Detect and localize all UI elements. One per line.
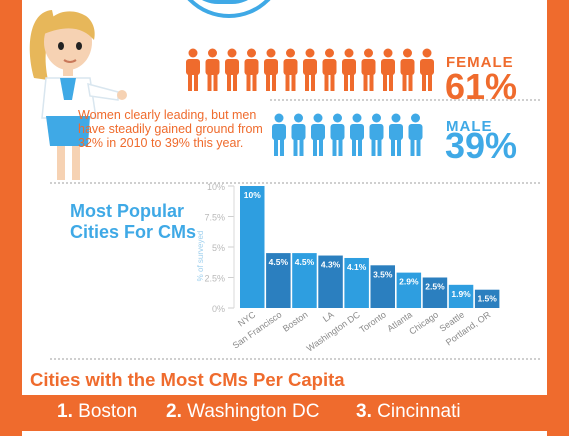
per-capita-title: Cities with the Most CMs Per Capita: [30, 369, 345, 390]
bar-data-label: 4.5%: [295, 257, 315, 267]
male-person-icon: [311, 113, 325, 156]
female-person-icon: [225, 48, 239, 91]
x-tick-label: Chicago: [407, 309, 440, 336]
x-tick-label: San Francisco: [231, 309, 284, 350]
female-person-icon: [283, 48, 298, 91]
female-people-icons: [185, 48, 440, 92]
bar: [318, 255, 343, 308]
female-person-icon: [303, 48, 317, 91]
bar-data-label: 10%: [244, 190, 261, 200]
female-person-icon: [381, 48, 395, 91]
bar: [240, 186, 265, 308]
divider-dots: [270, 99, 540, 101]
bar: [344, 257, 369, 308]
y-axis-label: % of surveyed: [196, 231, 205, 282]
female-person-icon: [186, 48, 200, 91]
female-person-icon: [342, 48, 356, 91]
header-circle-fill: [184, 0, 266, 4]
bar: [266, 253, 291, 308]
x-tick-label: LA: [321, 309, 336, 324]
bar-data-label: 4.3%: [321, 260, 341, 270]
male-label: MALE: [446, 118, 493, 135]
x-tick-label: Boston: [281, 309, 310, 333]
divider-dots: [50, 182, 540, 184]
male-person-icon: [408, 113, 423, 156]
female-person-icon: [264, 48, 278, 91]
female-person-icon: [244, 48, 259, 91]
per-capita-ranks-bar: [22, 395, 547, 431]
y-tick-label: 0%: [212, 304, 225, 314]
divider-dots: [50, 358, 540, 360]
y-tick-label: 5%: [212, 243, 225, 253]
female-percentage: 61%: [445, 66, 518, 107]
y-tick-label: 7.5%: [204, 213, 225, 223]
bar: [292, 253, 317, 308]
bar-data-label: 2.5%: [425, 282, 445, 292]
female-person-icon: [322, 48, 337, 91]
rank-item-3: 3. Cincinnati: [356, 401, 461, 422]
bar-data-label: 1.5%: [477, 294, 497, 304]
bar-data-label: 4.5%: [269, 257, 289, 267]
popular-cities-title: Most Popular Cities For CMs: [70, 201, 197, 242]
male-person-icon: [369, 113, 384, 156]
y-tick-label: 2.5%: [204, 274, 225, 284]
male-person-icon: [350, 113, 364, 156]
rank-item-2: 2. Washington DC: [166, 401, 320, 422]
male-person-icon: [330, 113, 345, 156]
bar: [448, 284, 474, 308]
bar-data-label: 4.1%: [347, 262, 367, 272]
x-tick-label: Toronto: [358, 309, 388, 334]
bar-data-label: 3.5%: [373, 269, 393, 279]
female-person-icon: [400, 48, 415, 91]
y-tick-label: 10%: [207, 182, 225, 192]
bar: [396, 272, 422, 308]
bar: [474, 289, 500, 308]
bar-data-label: 2.9%: [399, 277, 419, 287]
gender-blurb: Women clearly leading, but men have stea…: [78, 108, 263, 150]
male-person-icon: [291, 113, 306, 156]
female-person-icon: [361, 48, 376, 91]
female-person-icon: [205, 48, 220, 91]
bar-data-label: 1.9%: [451, 289, 471, 299]
bar: [422, 277, 448, 308]
male-person-icon: [389, 113, 403, 156]
male-people-icons: [271, 113, 441, 157]
male-person-icon: [272, 113, 286, 156]
rank-item-1: 1. Boston: [57, 401, 138, 422]
female-person-icon: [420, 48, 434, 91]
male-percentage: 39%: [445, 125, 518, 166]
bar: [370, 265, 395, 308]
businesswoman-illustration: [29, 10, 127, 180]
female-label: FEMALE: [446, 54, 514, 71]
